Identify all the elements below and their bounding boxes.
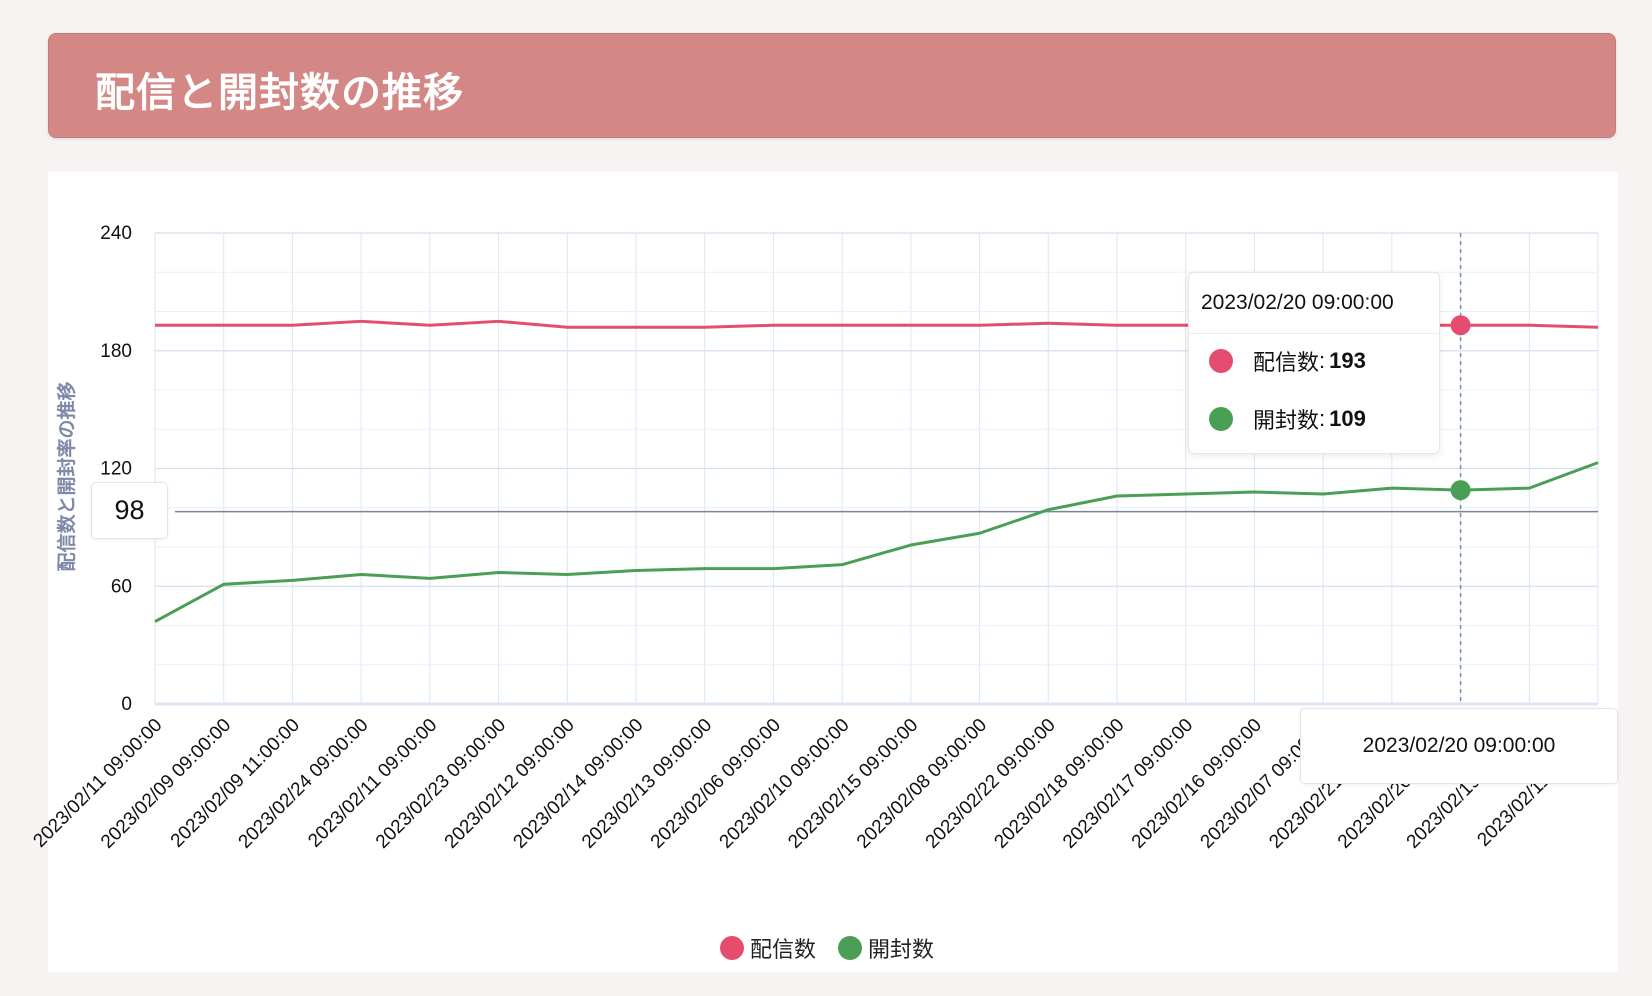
chart-tooltip: 2023/02/20 09:00:00 配信数: 193 開封数: 109 [1188, 272, 1440, 454]
x-tick-label: 2023/02/11 09:00:00 [304, 715, 441, 852]
legend-label-opened: 開封数 [868, 938, 935, 963]
x-tick-label: 2023/02/08 09:00:00 [853, 715, 991, 853]
tooltip-value-delivered: 193 [1329, 348, 1366, 373]
data-point-delivered [1450, 315, 1471, 336]
reference-value-badge: 98 [91, 482, 168, 539]
y-tick-label: 180 [100, 341, 132, 362]
series-line-opened [154, 461, 1599, 623]
x-tick-label: 2023/02/14 09:00:00 [509, 715, 647, 853]
x-tick-label: 2023/02/16 09:00:00 [1128, 715, 1266, 853]
x-tick-label: 2023/02/11 09:00:00 [29, 715, 166, 852]
x-tick-label: 2023/02/22 09:00:00 [922, 715, 1060, 853]
legend-item-delivered[interactable]: 配信数 [720, 932, 816, 964]
tooltip-label-opened: 開封数 [1253, 409, 1320, 434]
tooltip-dot-delivered [1209, 349, 1233, 373]
x-tick-label: 2023/02/13 09:00:00 [578, 715, 716, 853]
y-tick-label: 60 [111, 576, 132, 597]
y-tick-label: 240 [100, 223, 132, 244]
legend-item-opened[interactable]: 開封数 [838, 932, 934, 964]
tooltip-label-delivered: 配信数 [1253, 351, 1320, 376]
chart-legend: 配信数 開封数 [720, 933, 934, 963]
x-tick-label: 2023/02/10 09:00:00 [716, 715, 854, 853]
x-tick-label: 2023/02/24 09:00:00 [235, 715, 373, 853]
title-bar: 配信と開封数の推移 [48, 33, 1616, 138]
page-title: 配信と開封数の推移 [95, 70, 464, 116]
tooltip-row-delivered: 配信数: 193 [1209, 345, 1366, 377]
x-tick-label: 2023/02/12 09:00:00 [441, 715, 579, 853]
x-tick-label: 2023/02/23 09:00:00 [372, 715, 510, 853]
x-tick-label: 2023/02/06 09:00:00 [647, 715, 785, 853]
tooltip-value-opened: 109 [1329, 406, 1366, 431]
x-tick-label: 2023/02/18 09:00:00 [990, 715, 1128, 853]
legend-dot-delivered [720, 936, 744, 960]
data-point-opened [1450, 480, 1471, 501]
tooltip-row-opened: 開封数: 109 [1209, 403, 1366, 435]
x-axis-cursor-label: 2023/02/20 09:00:00 [1300, 708, 1618, 784]
x-tick-label: 2023/02/09 11:00:00 [167, 715, 304, 852]
y-tick-label: 0 [121, 694, 132, 715]
legend-label-delivered: 配信数 [750, 938, 817, 963]
x-tick-label: 2023/02/17 09:00:00 [1059, 715, 1197, 853]
y-axis-label: 配信数と開封率の推移 [55, 381, 78, 571]
y-tick-label: 120 [100, 459, 132, 480]
tooltip-title: 2023/02/20 09:00:00 [1189, 273, 1439, 334]
x-tick-label: 2023/02/15 09:00:00 [784, 715, 922, 853]
legend-dot-opened [838, 936, 863, 960]
x-tick-label: 2023/02/09 09:00:00 [97, 715, 235, 853]
tooltip-dot-opened [1209, 407, 1233, 431]
